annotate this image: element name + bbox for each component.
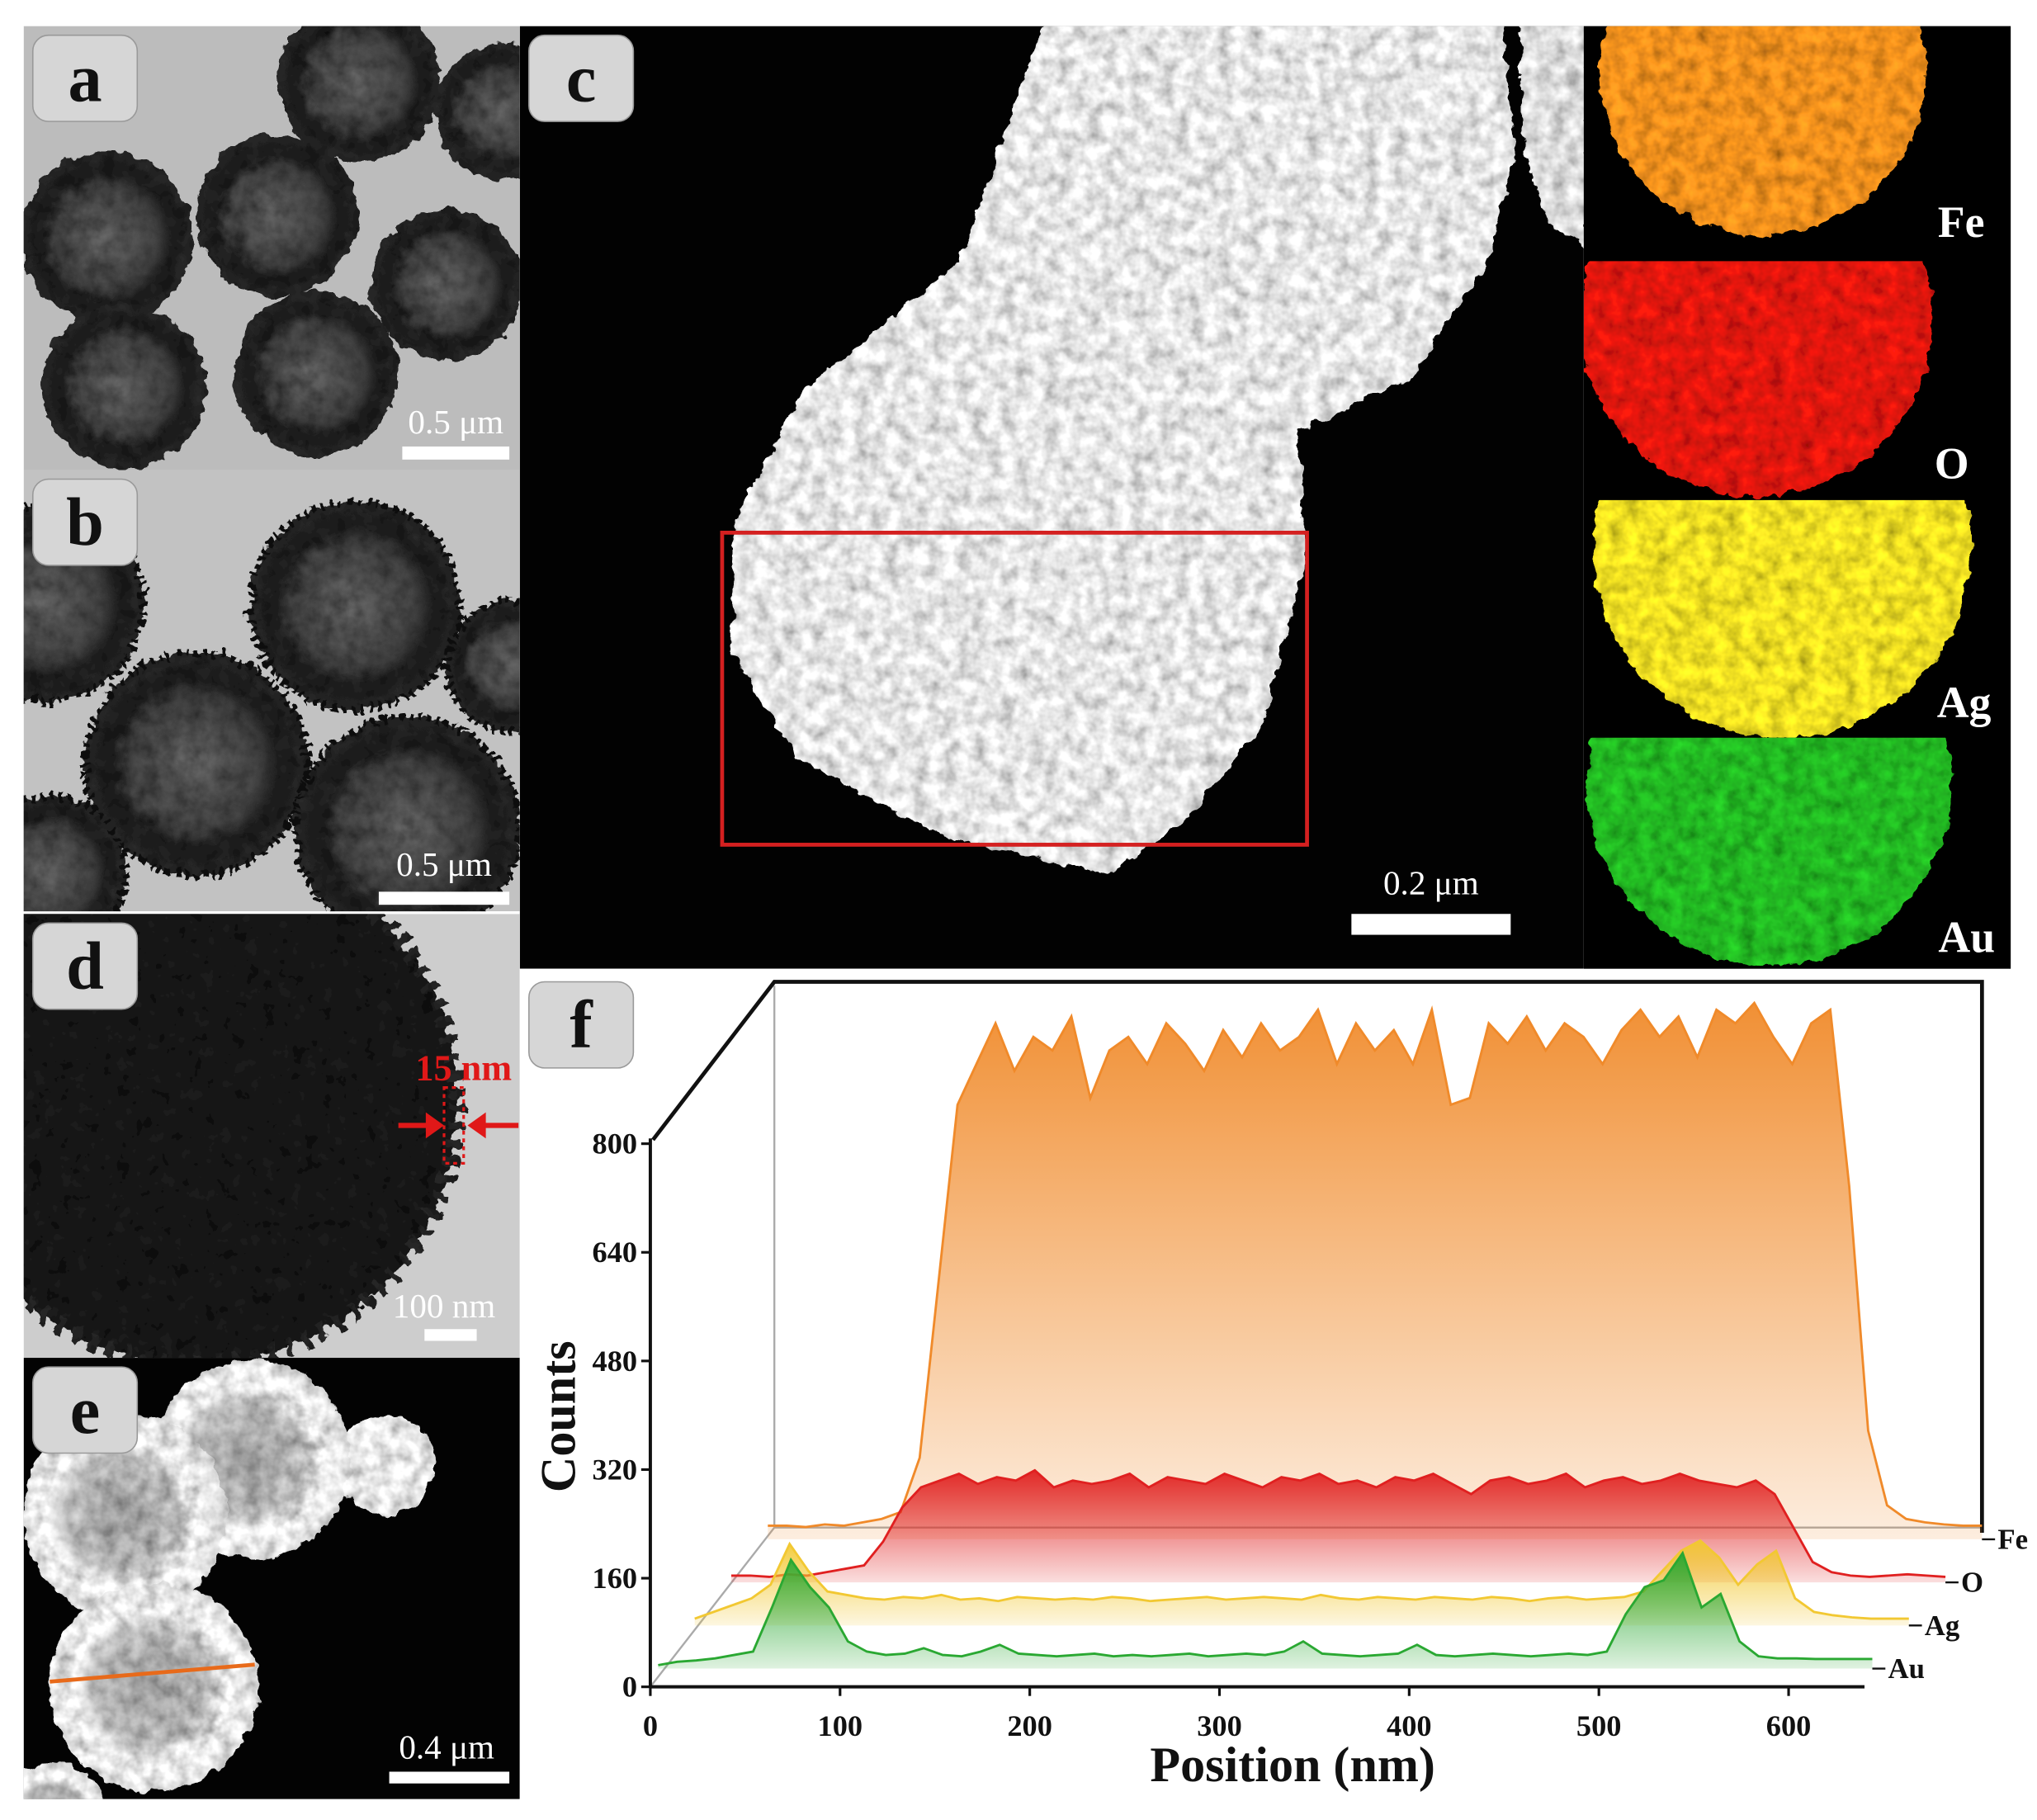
- y-tick-label: 640: [593, 1236, 638, 1269]
- scale-bar-label: 100 nm: [393, 1287, 495, 1325]
- particle: [731, 26, 1584, 875]
- floor-edge: [650, 1526, 776, 1688]
- box-edge: [651, 980, 1984, 1534]
- particle: [23, 1762, 102, 1799]
- scan-region: [720, 530, 1309, 847]
- annotation: 15 nm: [415, 1047, 512, 1088]
- panel-label: f: [570, 987, 593, 1062]
- series-line: [694, 1539, 1909, 1620]
- line-scan: [50, 1662, 255, 1684]
- panel-c: 0.2 μm: [519, 26, 1584, 969]
- panel-d: 15 nm 100 nm: [23, 914, 520, 1359]
- series-label: O: [1961, 1567, 1983, 1599]
- y-tick-label: 800: [593, 1127, 638, 1161]
- particle: [335, 1415, 435, 1515]
- arrow-head: [425, 1112, 445, 1139]
- panel-label-box: [31, 34, 139, 122]
- x-tick-label: 600: [1766, 1709, 1812, 1742]
- particles: [23, 26, 520, 469]
- x-tick-label: 500: [1576, 1709, 1622, 1742]
- particle: [371, 209, 520, 361]
- particle: [23, 1412, 226, 1617]
- panel-label-box: [528, 981, 635, 1069]
- map-o: [1583, 261, 1933, 497]
- particle: [234, 291, 399, 456]
- panel-a: 0.5 μm: [23, 26, 520, 470]
- particle-edge: [1520, 26, 1584, 247]
- series-line: [768, 1000, 1983, 1529]
- y-tick-label: 0: [622, 1671, 637, 1704]
- panel-label: c: [566, 40, 597, 116]
- panel-label-box: [31, 1366, 139, 1454]
- particle-body: [731, 26, 1515, 875]
- series-label: Ag: [1925, 1610, 1960, 1642]
- particle: [247, 497, 464, 715]
- map-au: [1586, 737, 1952, 967]
- series-area: [694, 1540, 1909, 1626]
- x-tick-label: 0: [643, 1709, 658, 1742]
- scale-bar: [424, 1329, 477, 1341]
- map-ag: [1593, 499, 1972, 738]
- panel-e: 0.4 μm: [23, 1358, 520, 1799]
- particle: [81, 649, 311, 879]
- map-label: Fe: [1938, 197, 1985, 247]
- series-label: Fe: [1997, 1523, 2028, 1555]
- map-signal: [1599, 26, 1926, 235]
- x-tick-label: 100: [818, 1709, 863, 1742]
- x-tick-label: 200: [1007, 1709, 1052, 1742]
- particle: [291, 712, 520, 912]
- particle: [23, 792, 130, 912]
- series-area: [731, 1470, 1946, 1583]
- map-label: O: [1935, 439, 1969, 489]
- scale-bar-label: 0.4 μm: [399, 1728, 494, 1766]
- series-area: [768, 1003, 1983, 1539]
- scale-bar: [1351, 914, 1511, 935]
- x-tick-label: 400: [1387, 1709, 1432, 1742]
- panel-label: d: [66, 929, 104, 1004]
- scale-bar: [389, 1771, 510, 1784]
- particle: [196, 134, 358, 297]
- particle: [23, 151, 194, 324]
- scale-bar-label: 0.2 μm: [1383, 863, 1479, 901]
- panel-label-box: [528, 34, 635, 122]
- series-line: [731, 1468, 1946, 1578]
- scale-bar-label: 0.5 μm: [396, 845, 492, 883]
- particle: [434, 43, 520, 179]
- x-axis-title: Position (nm): [1150, 1737, 1435, 1793]
- panel-label-box: [31, 478, 139, 566]
- scale-bar-label: 0.5 μm: [408, 403, 503, 441]
- particle: [50, 1582, 259, 1792]
- particle: [442, 596, 520, 735]
- particle-body: [23, 914, 466, 1359]
- panel-label-box: [31, 922, 139, 1010]
- y-tick-label: 160: [593, 1562, 638, 1595]
- scale-bar: [402, 446, 510, 460]
- map-signal: [1586, 737, 1952, 967]
- map-label: Au: [1938, 913, 1995, 962]
- series-line: [658, 1550, 1873, 1666]
- element-maps: Fe O Ag Au: [1583, 26, 2011, 969]
- scale-bar: [378, 891, 510, 905]
- map-label: Ag: [1937, 678, 1992, 727]
- map-signal: [1593, 499, 1972, 738]
- particle: [278, 26, 441, 163]
- map-fe: [1599, 26, 1926, 235]
- map-signal: [1583, 261, 1933, 497]
- particle: [41, 304, 207, 469]
- x-tick-label: 300: [1197, 1709, 1242, 1742]
- arrow-head: [467, 1112, 486, 1139]
- y-axis-title: Counts: [532, 1340, 587, 1492]
- panel-label: b: [66, 485, 104, 560]
- particles: [23, 1360, 435, 1799]
- y-tick-label: 320: [593, 1453, 638, 1486]
- panel-label: e: [70, 1373, 101, 1448]
- particle: [23, 914, 466, 1359]
- y-tick-label: 480: [593, 1345, 638, 1378]
- series-label: Au: [1888, 1652, 1924, 1685]
- panel-label: a: [68, 40, 102, 116]
